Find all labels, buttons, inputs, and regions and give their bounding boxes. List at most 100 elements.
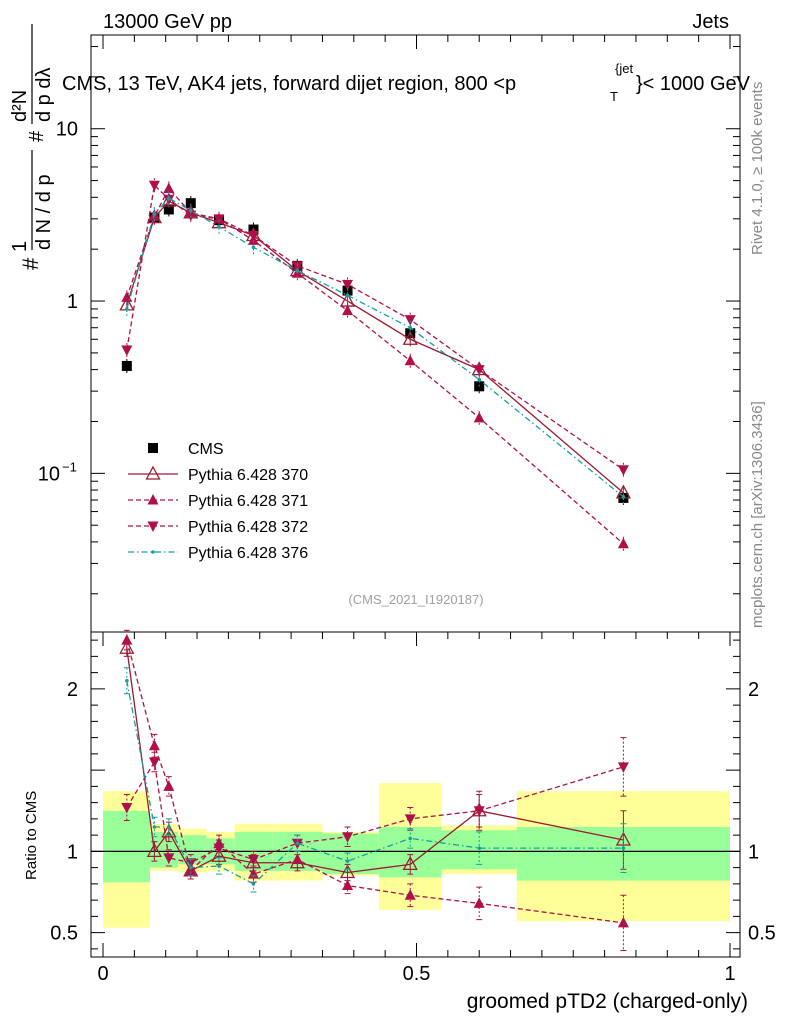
p372-marker [617, 762, 629, 773]
p376-marker [477, 846, 482, 850]
p371-marker [617, 916, 629, 928]
p371-marker [148, 739, 160, 751]
p371-marker [617, 537, 629, 549]
cms-marker [185, 198, 196, 209]
p376-marker [188, 208, 193, 213]
ratio-y-tick-label: 1 [67, 841, 78, 863]
ratio-series [119, 629, 632, 951]
ratio-y-tick-label-right: 0.5 [748, 923, 776, 945]
p372-marker [148, 180, 160, 192]
ratio-line-2 [126, 639, 624, 924]
p370-marker [402, 330, 418, 345]
watermark: (CMS_2021_I1920187) [348, 592, 483, 607]
p372-marker [121, 345, 133, 356]
ratio-y-tick-label: 0.5 [50, 923, 78, 945]
ratio-frame [90, 631, 741, 958]
cms-marker [148, 443, 158, 453]
legend-label: Pythia 6.428 372 [188, 519, 308, 536]
ylabel-dpT-dlambda: d p dλ [33, 68, 55, 122]
p371-marker [185, 864, 197, 876]
p370-marker [146, 843, 163, 858]
main-title-subscript: T [610, 89, 618, 104]
p371-marker [291, 853, 303, 864]
ratio-bands [103, 783, 730, 928]
x-tick-labels: 0 0.5 1 [97, 963, 735, 985]
p372-marker [213, 843, 225, 855]
p376-marker [125, 678, 129, 683]
ratio-line-4 [126, 680, 624, 885]
p372-marker [404, 814, 416, 825]
p376-marker [217, 224, 221, 229]
p370-marker [211, 847, 227, 862]
main-title-end: }< 1000 GeV [636, 73, 751, 95]
cms-marker [163, 204, 174, 215]
p371-marker [163, 182, 175, 193]
p372-marker [148, 757, 160, 768]
p376-marker [152, 212, 157, 216]
ylabel-hash-2: # [26, 130, 48, 142]
p372-marker [617, 465, 629, 476]
p370-marker [402, 856, 418, 871]
main-ylabel: # 1 d N / d p # d²N d p dλ [9, 24, 55, 270]
ratio-ylabel: Ratio to CMS [23, 791, 40, 880]
p376-marker [188, 865, 193, 870]
main-frame [90, 34, 741, 633]
p376-marker [295, 841, 300, 846]
legend: CMS Pythia 6.428 370 Pythia 6.428 371 Pythi… [128, 441, 308, 562]
p372-marker [473, 806, 485, 817]
p372-marker [247, 231, 259, 242]
side-text-bottom-wrap: mcplots.cern.ch [arXiv:1306.3436] [749, 401, 766, 628]
ratio-y-tick-label: 2 [67, 679, 78, 701]
uncertainty-band-inner [103, 810, 151, 883]
header-right: Jets [692, 11, 729, 33]
legend-label: Pythia 6.428 371 [188, 493, 308, 510]
p376-marker [408, 325, 413, 330]
x-tick-label: 0 [97, 963, 108, 985]
p371-marker [342, 879, 354, 890]
p376-marker [621, 495, 626, 499]
p371-marker [147, 494, 159, 505]
cms-marker [121, 360, 132, 371]
p372-marker [473, 365, 485, 376]
p371-marker [404, 354, 416, 366]
p370-marker [119, 639, 135, 654]
p376-marker [477, 377, 482, 382]
p371-marker [473, 411, 485, 423]
p372-marker [213, 214, 225, 225]
side-text-top-wrap: Rivet 4.1.0, ≥ 100k events [749, 82, 766, 255]
main-title: CMS, 13 TeV, AK4 jets, forward dijet reg… [62, 73, 516, 95]
p376-marker [345, 859, 350, 863]
p376-marker [408, 836, 413, 841]
ylabel-hash: # [18, 257, 43, 270]
p376-marker [251, 245, 256, 250]
y-tick-label: 1 [67, 291, 78, 313]
p372-marker [342, 279, 354, 291]
p376-marker [167, 196, 171, 201]
ratio-y-tick-label-right: 2 [748, 679, 759, 701]
p372-marker [404, 315, 416, 326]
p372-marker [342, 832, 354, 843]
p370-marker [145, 465, 161, 480]
legend-label: Pythia 6.428 376 [188, 545, 308, 562]
y-tick-label: 10 [38, 463, 60, 485]
p376-marker [217, 864, 221, 868]
p376-marker [167, 825, 171, 829]
ratio-axis-ticks: 0.5 0.5 1 1 2 2 [50, 632, 776, 957]
uncertainty-band-inner [322, 833, 379, 875]
p376-marker [251, 882, 256, 886]
header-left: 13000 GeV pp [103, 11, 232, 33]
ylabel-frac-bottom: d N / d p [33, 174, 55, 250]
side-text-top: Rivet 4.1.0, ≥ 100k events [749, 82, 766, 255]
p371-marker [404, 889, 416, 900]
main-title-superscript: {jet [615, 61, 633, 76]
ratio-ylabel-wrap: Ratio to CMS [23, 791, 40, 880]
ylabel-d2N: d²N [9, 90, 31, 122]
series-line-3 [126, 183, 624, 471]
p372-marker [147, 521, 159, 532]
main-title-text: CMS, 13 TeV, AK4 jets, forward dijet reg… [62, 73, 516, 95]
x-tick-label: 0.5 [403, 963, 431, 985]
p371-marker [342, 304, 354, 316]
p376-marker [295, 268, 300, 273]
